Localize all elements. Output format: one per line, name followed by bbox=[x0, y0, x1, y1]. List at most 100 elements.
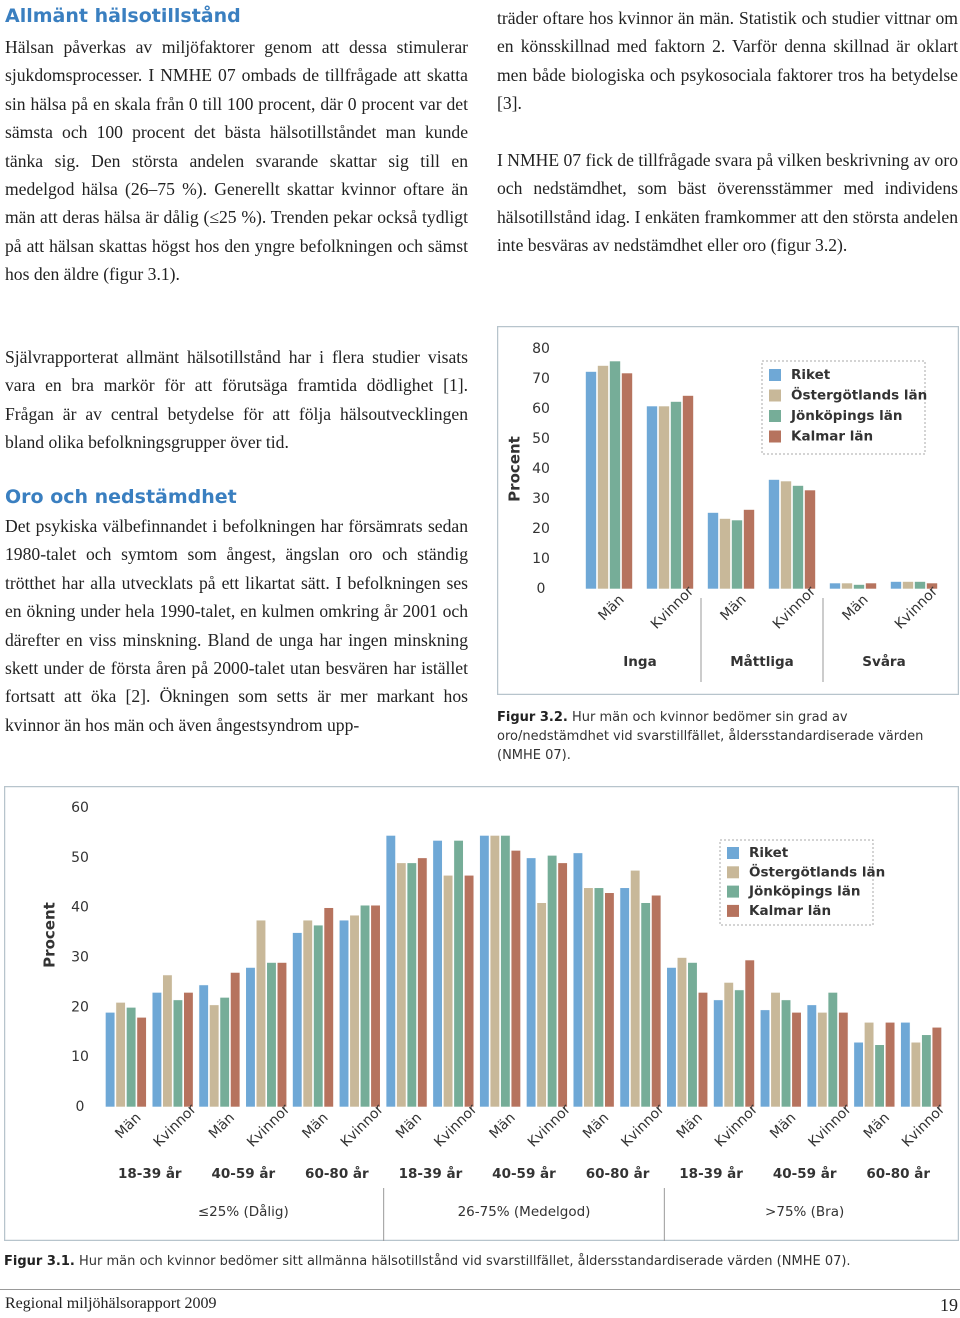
x-tick-label: Kvinnor bbox=[431, 1101, 480, 1150]
footer-title: Regional miljöhälsorapport 2009 bbox=[5, 1295, 217, 1312]
bar bbox=[292, 932, 303, 1108]
x-tick-label: Kvinnor bbox=[338, 1101, 387, 1150]
y-tick-label: 0 bbox=[76, 1099, 85, 1115]
bar bbox=[585, 371, 597, 590]
y-tick-label: 10 bbox=[71, 1049, 89, 1065]
bar bbox=[245, 967, 256, 1108]
bar bbox=[910, 1041, 921, 1108]
chart-frame bbox=[497, 326, 959, 695]
legend-swatch bbox=[727, 904, 739, 917]
bar bbox=[453, 840, 464, 1108]
paragraph: I NMHE 07 fick de tillfrågade svara på v… bbox=[497, 150, 958, 256]
caption-text: Hur män och kvinnor bedömer sitt allmänn… bbox=[78, 1254, 851, 1269]
bar bbox=[853, 1041, 864, 1108]
bar bbox=[900, 1021, 911, 1108]
bar bbox=[359, 904, 371, 1108]
bar bbox=[791, 1012, 802, 1108]
bar bbox=[676, 957, 688, 1108]
y-tick-label: 80 bbox=[532, 341, 550, 357]
bar bbox=[370, 904, 381, 1108]
bar bbox=[536, 902, 547, 1108]
bar bbox=[838, 1012, 849, 1108]
bar bbox=[666, 967, 677, 1108]
x-tick-label: Män bbox=[861, 1110, 893, 1142]
group-label: ≤25% (Dålig) bbox=[198, 1203, 289, 1220]
page-number: 19 bbox=[940, 1295, 958, 1315]
x-tick-label: Män bbox=[717, 592, 749, 624]
y-tick-label: 40 bbox=[71, 900, 89, 916]
y-tick-label: 20 bbox=[71, 999, 89, 1015]
bar bbox=[864, 1021, 875, 1108]
caption-label: Figur 3.2. bbox=[497, 710, 568, 725]
caption-label: Figur 3.1. bbox=[4, 1254, 75, 1269]
x-tick-label: Män bbox=[595, 592, 627, 624]
bar bbox=[302, 919, 313, 1108]
bar bbox=[621, 372, 633, 590]
bar bbox=[597, 365, 609, 590]
bar bbox=[313, 924, 324, 1108]
bar bbox=[713, 999, 724, 1108]
bar bbox=[780, 999, 792, 1108]
bar bbox=[926, 582, 938, 590]
y-tick-label: 60 bbox=[71, 800, 89, 816]
bar bbox=[230, 972, 241, 1108]
paragraph: Hälsan påverkas av miljöfaktorer genom a… bbox=[5, 37, 468, 285]
y-tick-label: 50 bbox=[71, 850, 89, 866]
bar bbox=[609, 360, 621, 590]
heading: Oro och nedstämdhet bbox=[5, 486, 237, 508]
bar bbox=[682, 395, 694, 590]
bar bbox=[865, 582, 877, 590]
bar bbox=[827, 992, 838, 1108]
bar bbox=[338, 919, 350, 1108]
bar bbox=[630, 869, 641, 1108]
bar bbox=[734, 989, 745, 1108]
paragraph: träder oftare hos kvinnor än män. Statis… bbox=[497, 8, 958, 114]
bar bbox=[385, 835, 396, 1108]
y-tick-label: 30 bbox=[71, 950, 89, 966]
paragraph: Självrapporterat allmänt hälsotillstånd … bbox=[5, 347, 468, 453]
bar bbox=[547, 855, 558, 1108]
subgroup-label: 40-59 år bbox=[492, 1165, 556, 1182]
bar bbox=[323, 907, 334, 1108]
bar bbox=[136, 1017, 147, 1108]
bar bbox=[151, 992, 162, 1108]
legend-swatch bbox=[769, 369, 781, 381]
y-tick-label: 30 bbox=[532, 491, 550, 507]
x-tick-label: Kvinnor bbox=[244, 1101, 293, 1150]
bar bbox=[921, 1034, 932, 1108]
bar bbox=[804, 489, 816, 590]
y-tick-label: 50 bbox=[532, 431, 550, 447]
y-tick-label: 10 bbox=[532, 551, 550, 567]
bar bbox=[406, 862, 417, 1108]
legend-label: Jönköpings län bbox=[748, 884, 860, 900]
legend-swatch bbox=[769, 410, 781, 422]
bar bbox=[885, 1021, 896, 1108]
subgroup-label: 18-39 år bbox=[118, 1165, 182, 1182]
bar bbox=[770, 992, 781, 1108]
bar bbox=[479, 835, 490, 1108]
legend-label: Östergötlands län bbox=[791, 386, 927, 404]
bar bbox=[768, 479, 780, 590]
bar bbox=[526, 857, 537, 1108]
bar bbox=[126, 1007, 137, 1108]
bar bbox=[432, 840, 443, 1108]
x-tick-label: Män bbox=[299, 1110, 331, 1142]
x-tick-label: Män bbox=[206, 1110, 238, 1142]
bar bbox=[658, 405, 670, 590]
bar bbox=[902, 581, 914, 590]
bar bbox=[583, 887, 594, 1108]
subgroup-label: 18-39 år bbox=[679, 1165, 743, 1182]
y-tick-label: 20 bbox=[532, 521, 550, 537]
caption-text: Hur män och kvinnor bedömer sin grad av … bbox=[497, 710, 924, 763]
bar bbox=[874, 1044, 885, 1108]
bar bbox=[209, 1004, 220, 1108]
legend-label: Kalmar län bbox=[791, 429, 873, 445]
caption: Figur 3.1. Hur män och kvinnor bedömer s… bbox=[4, 1252, 954, 1271]
x-tick-label: Män bbox=[393, 1110, 425, 1142]
bar bbox=[914, 581, 926, 590]
x-tick-label: Kvinnor bbox=[899, 1101, 948, 1150]
bar bbox=[115, 1002, 126, 1108]
bar bbox=[890, 581, 902, 590]
bar bbox=[172, 999, 183, 1108]
bar bbox=[198, 984, 209, 1108]
